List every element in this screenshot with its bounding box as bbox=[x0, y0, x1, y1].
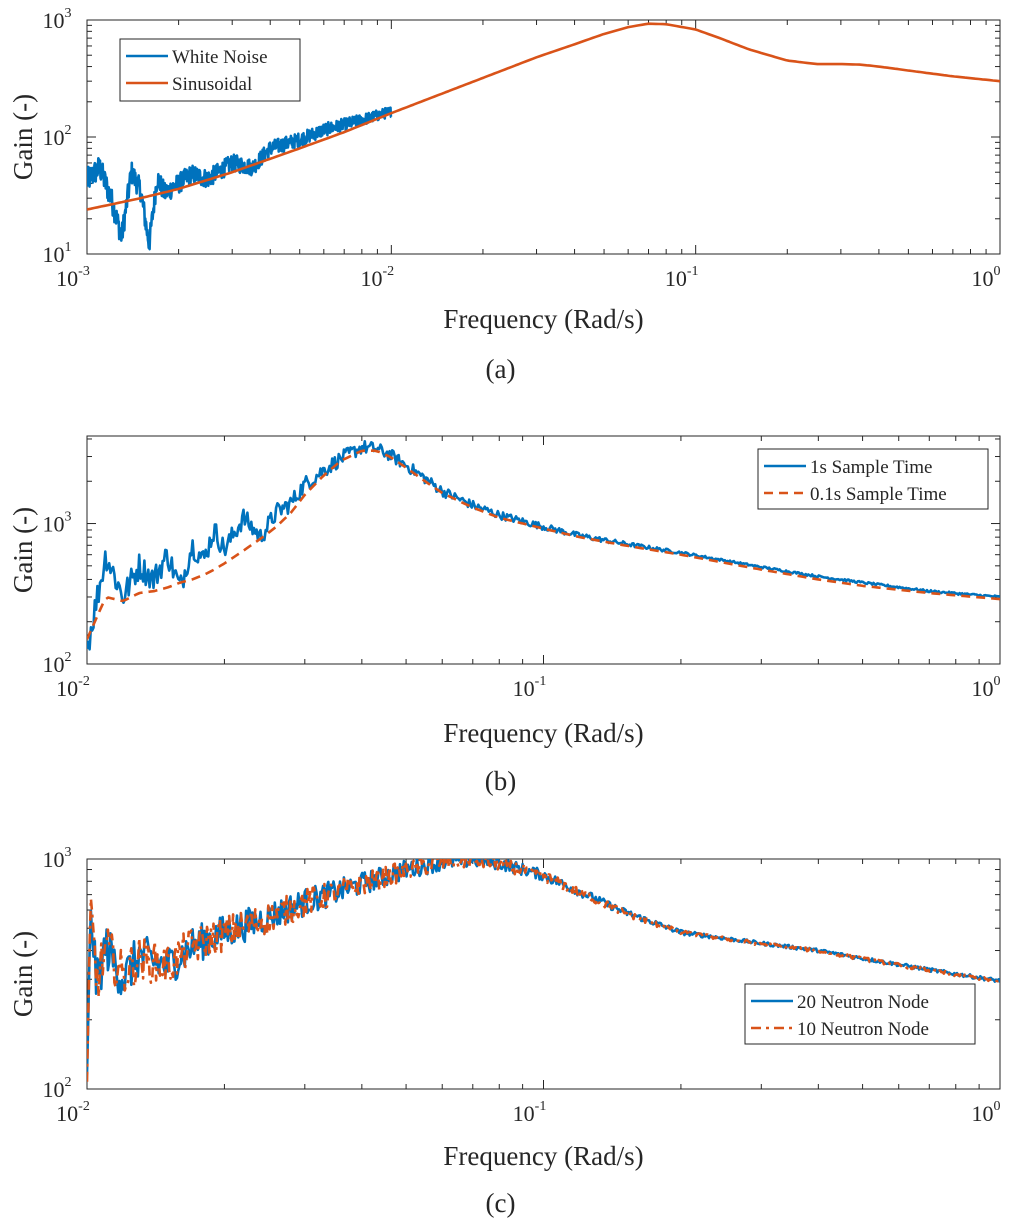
series-group bbox=[87, 22, 1000, 251]
series-line-2 bbox=[87, 22, 1000, 211]
panel-caption: (c) bbox=[486, 1188, 516, 1218]
y-axis-title: Gain (-) bbox=[8, 94, 38, 180]
x-tick-label: 10-2 bbox=[56, 1099, 90, 1126]
panel-a: 10-3 10-2 10-1 100 101 102 103 Frequency (Rad/s… bbox=[8, 6, 1001, 384]
x-tick-label: 10-1 bbox=[665, 264, 699, 291]
y-tick-label: 103 bbox=[43, 845, 72, 872]
x-tick-label: 10-2 bbox=[360, 264, 394, 291]
panel-b: 10-2 10-1 100 102 103 Frequency (Rad/s) Gain (… bbox=[8, 435, 1001, 796]
panel-caption: (a) bbox=[486, 354, 516, 384]
y-tick-label: 103 bbox=[43, 6, 72, 33]
legend: White Noise Sinusoidal bbox=[119, 38, 301, 102]
x-tick-label: 10-3 bbox=[56, 264, 90, 291]
y-tick-label: 101 bbox=[43, 240, 72, 267]
x-tick-label: 100 bbox=[972, 674, 1001, 701]
panel-caption: (b) bbox=[485, 766, 516, 796]
x-axis-title: Frequency (Rad/s) bbox=[443, 718, 643, 748]
series-line-1 bbox=[87, 106, 393, 251]
series-line-1 bbox=[87, 439, 1000, 651]
x-tick-label: 10-1 bbox=[513, 1099, 547, 1126]
legend-label-1: White Noise bbox=[172, 47, 268, 68]
x-tick-label: 100 bbox=[972, 264, 1001, 291]
y-axis-title: Gain (-) bbox=[8, 931, 38, 1017]
y-tick-label: 103 bbox=[43, 510, 72, 537]
legend-label-1: 20 Neutron Node bbox=[797, 992, 929, 1013]
y-axis-title: Gain (-) bbox=[8, 507, 38, 593]
panel-c: 10-2 10-1 100 102 103 Frequency (Rad/s) Gain (… bbox=[8, 845, 1001, 1218]
legend-label-2: 0.1s Sample Time bbox=[810, 484, 947, 505]
series-group bbox=[87, 439, 1000, 651]
y-tick-label: 102 bbox=[43, 123, 72, 150]
legend: 20 Neutron Node 10 Neutron Node bbox=[744, 983, 976, 1045]
legend: 1s Sample Time 0.1s Sample Time bbox=[757, 448, 989, 510]
legend-label-2: 10 Neutron Node bbox=[797, 1019, 929, 1040]
plot-frame bbox=[86, 858, 1001, 1090]
x-axis-title: Frequency (Rad/s) bbox=[443, 1141, 643, 1171]
x-tick-label: 10-1 bbox=[513, 674, 547, 701]
y-tick-label: 102 bbox=[43, 650, 72, 677]
series-line-2 bbox=[87, 859, 1000, 1082]
x-tick-label: 10-2 bbox=[56, 674, 90, 701]
series-group bbox=[87, 859, 1000, 1082]
legend-label-2: Sinusoidal bbox=[172, 74, 252, 95]
legend-label-1: 1s Sample Time bbox=[810, 457, 932, 478]
series-line-2 bbox=[87, 449, 1000, 640]
y-tick-label: 102 bbox=[43, 1075, 72, 1102]
axis-ticks bbox=[86, 858, 1001, 1090]
axis-ticks bbox=[86, 19, 1001, 255]
x-tick-label: 100 bbox=[972, 1099, 1001, 1126]
x-axis-title: Frequency (Rad/s) bbox=[443, 304, 643, 334]
